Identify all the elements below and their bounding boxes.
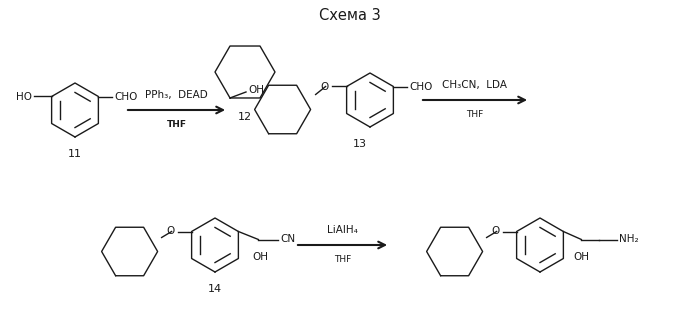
- Text: CH₃CN,  LDA: CH₃CN, LDA: [442, 80, 507, 90]
- Text: O: O: [491, 227, 500, 236]
- Text: 13: 13: [353, 139, 367, 149]
- Text: OH: OH: [248, 85, 264, 95]
- Text: O: O: [320, 81, 329, 92]
- Text: THF: THF: [166, 120, 187, 129]
- Text: LiAlH₄: LiAlH₄: [327, 225, 358, 235]
- Text: THF: THF: [466, 110, 484, 119]
- Text: HO: HO: [15, 92, 31, 101]
- Text: CHO: CHO: [115, 92, 138, 101]
- Text: THF: THF: [334, 255, 351, 264]
- Text: O: O: [166, 227, 175, 236]
- Text: PPh₃,  DEAD: PPh₃, DEAD: [145, 90, 208, 100]
- Text: 14: 14: [208, 284, 222, 294]
- Text: OH: OH: [252, 251, 268, 262]
- Text: CHO: CHO: [410, 81, 433, 92]
- Text: 11: 11: [68, 149, 82, 159]
- Text: 12: 12: [238, 112, 252, 122]
- Text: Схема 3: Схема 3: [319, 8, 380, 23]
- Text: NH₂: NH₂: [619, 235, 639, 244]
- Text: OH: OH: [573, 253, 589, 262]
- Text: CN: CN: [280, 235, 296, 244]
